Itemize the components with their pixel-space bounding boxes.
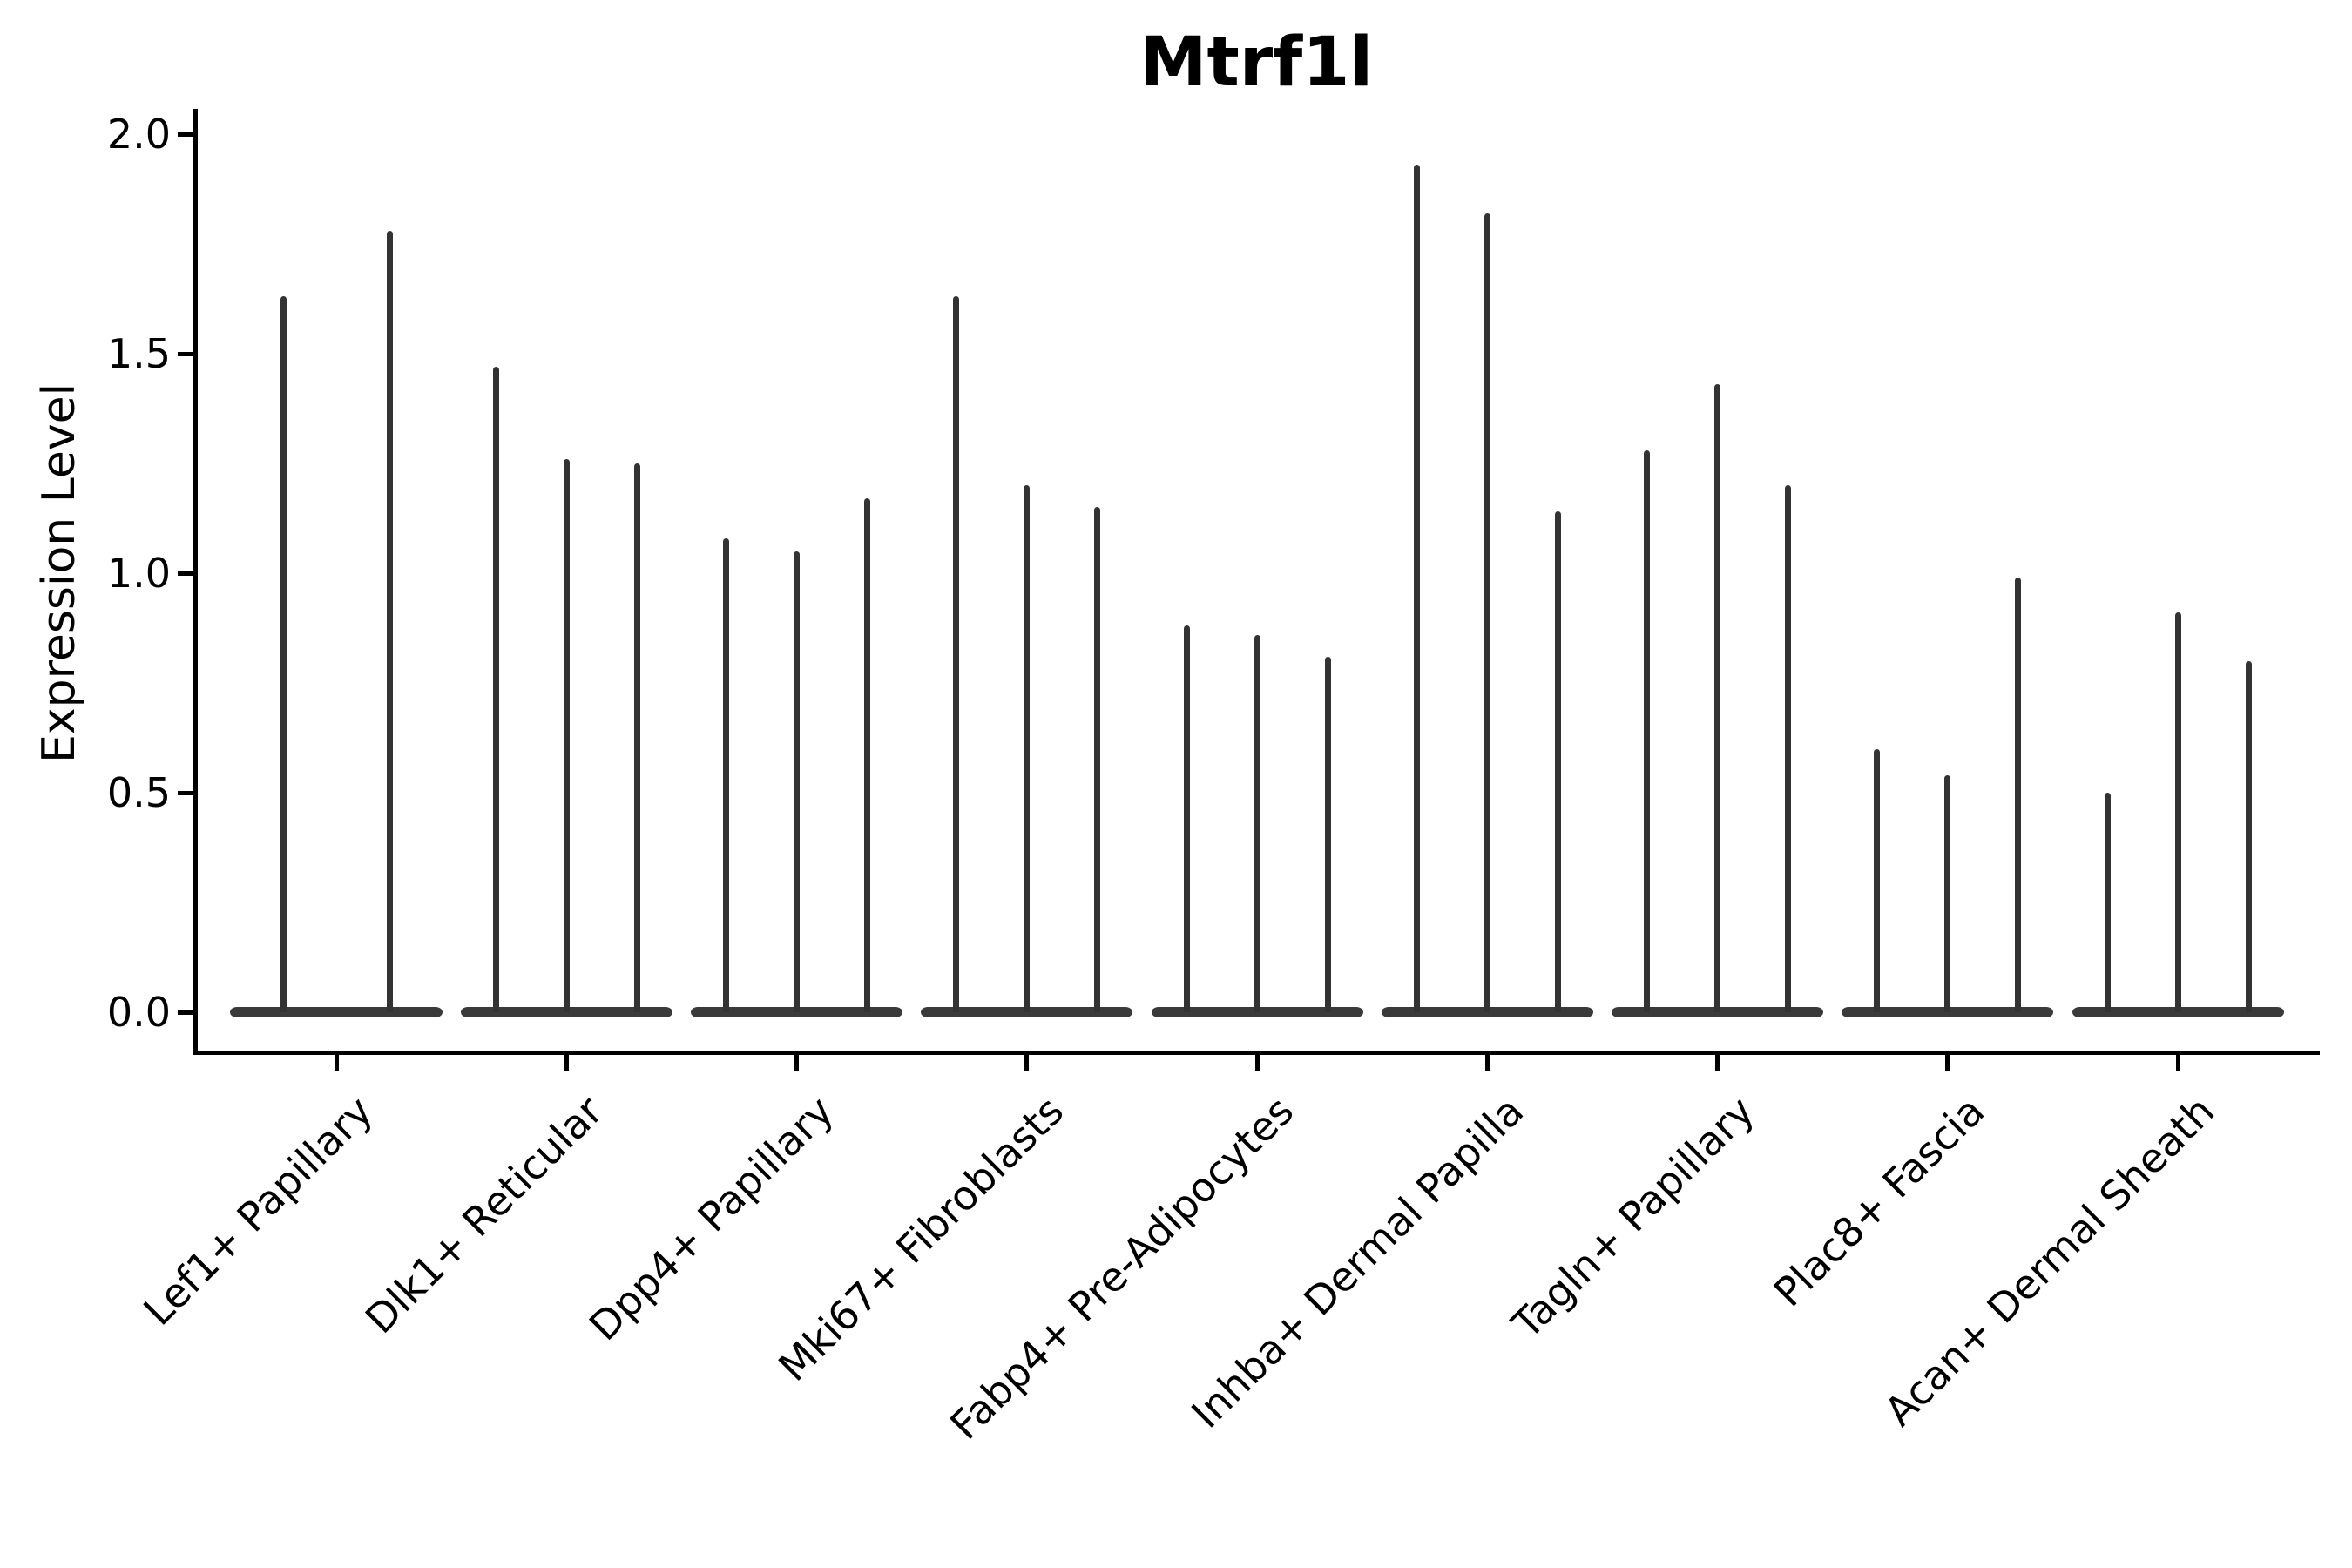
y-tick-label: 2.0 <box>106 111 171 158</box>
y-tick-label: 0.0 <box>106 989 171 1036</box>
y-tick-label: 1.5 <box>106 330 171 377</box>
x-tick-mark <box>2175 1055 2180 1071</box>
violin-spike <box>1094 507 1101 1012</box>
violin-spike <box>633 463 640 1012</box>
y-tick-label: 1.0 <box>106 550 171 597</box>
violin-spike <box>1413 165 1420 1012</box>
x-tick-mark <box>1024 1055 1030 1071</box>
x-tick-mark <box>1484 1055 1490 1071</box>
y-tick-mark <box>178 351 193 356</box>
violin-spike <box>2174 612 2181 1012</box>
x-tick-mark <box>1715 1055 1720 1071</box>
x-tick-mark <box>1254 1055 1260 1071</box>
x-tick-mark <box>1945 1055 1950 1071</box>
violin-spike <box>1644 449 1650 1012</box>
violin-spike <box>280 296 287 1012</box>
violin-spike <box>1785 485 1791 1012</box>
violin-base <box>460 1007 672 1017</box>
x-tick-mark <box>794 1055 799 1071</box>
violin-spike <box>1484 213 1490 1012</box>
y-tick-mark <box>178 790 193 795</box>
y-axis-spine <box>193 109 198 1055</box>
x-tick-label: Plac8+ Fascia <box>1764 1087 1993 1316</box>
x-tick-label: Dlk1+ Reticular <box>356 1087 612 1343</box>
violin-spike <box>953 296 960 1012</box>
violin-spike <box>1324 656 1331 1012</box>
x-axis-spine <box>193 1051 2320 1055</box>
violin-base <box>691 1007 902 1017</box>
violin-spike <box>2015 578 2022 1012</box>
violin-spike <box>723 537 729 1012</box>
violin-spike <box>794 551 800 1012</box>
violin-spike <box>563 458 570 1012</box>
y-tick-mark <box>178 1010 193 1015</box>
violin-spike <box>864 498 870 1012</box>
y-tick-mark <box>178 132 193 137</box>
violin-spike <box>2104 793 2111 1012</box>
violin-base <box>230 1007 443 1017</box>
violin-base <box>1381 1007 1593 1017</box>
violin-base <box>1612 1007 1823 1017</box>
violin-base <box>1842 1007 2054 1017</box>
violin-spike <box>1183 625 1190 1012</box>
violin-spike <box>1944 774 1951 1012</box>
violin-base <box>1151 1007 1363 1017</box>
x-tick-mark <box>564 1055 569 1071</box>
x-tick-label: Tagln+ Papillary <box>1502 1087 1763 1348</box>
chart-title: Mtrf1l <box>1139 24 1374 102</box>
violin-spike <box>386 230 393 1012</box>
violin-spike <box>1874 748 1881 1012</box>
x-tick-mark <box>334 1055 339 1071</box>
violin-base <box>2072 1007 2284 1017</box>
y-tick-mark <box>178 571 193 576</box>
y-tick-label: 0.5 <box>106 769 171 816</box>
violin-spike <box>1554 511 1561 1012</box>
violin-spike <box>492 367 499 1012</box>
violin-spike <box>1714 384 1720 1012</box>
violin-spike <box>1254 634 1260 1012</box>
violin-base <box>921 1007 1133 1017</box>
x-tick-label: Dpp4+ Papillary <box>579 1087 842 1350</box>
violin-spike <box>2245 660 2252 1012</box>
x-tick-label: Lef1+ Papillary <box>134 1087 382 1335</box>
violin-spike <box>1024 485 1031 1012</box>
